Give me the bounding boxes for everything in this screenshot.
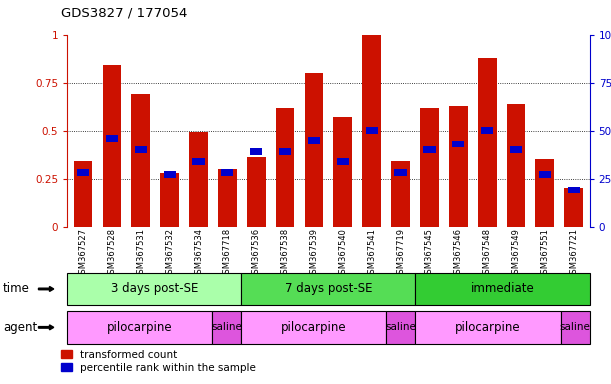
Bar [308, 137, 320, 144]
Bar [74, 161, 92, 227]
Bar [362, 35, 381, 227]
Bar [415, 273, 590, 305]
Bar [510, 146, 522, 153]
Text: GDS3827 / 177054: GDS3827 / 177054 [61, 6, 188, 19]
Bar [279, 148, 291, 155]
Text: time: time [3, 283, 30, 295]
Bar [568, 187, 580, 194]
Text: saline: saline [211, 322, 243, 333]
Bar [241, 273, 415, 305]
Text: pilocarpine: pilocarpine [455, 321, 521, 334]
Bar [241, 311, 386, 344]
Bar [305, 73, 323, 227]
Bar [386, 311, 415, 344]
Legend: transformed count, percentile rank within the sample: transformed count, percentile rank withi… [57, 346, 260, 377]
Bar [334, 117, 352, 227]
Bar [164, 171, 176, 178]
Bar [420, 108, 439, 227]
Text: saline: saline [386, 322, 417, 333]
Bar [247, 157, 266, 227]
Bar [67, 311, 213, 344]
Bar [103, 65, 122, 227]
Bar [365, 127, 378, 134]
Bar [189, 132, 208, 227]
Bar [561, 311, 590, 344]
Text: 7 days post-SE: 7 days post-SE [285, 283, 372, 295]
Text: 3 days post-SE: 3 days post-SE [111, 283, 198, 295]
Bar [192, 158, 205, 165]
Bar [478, 58, 497, 227]
Bar [276, 108, 295, 227]
Bar [131, 94, 150, 227]
Bar [337, 158, 349, 165]
Text: pilocarpine: pilocarpine [281, 321, 346, 334]
Bar [452, 141, 464, 147]
Bar [213, 311, 241, 344]
Bar [481, 127, 493, 134]
Bar [449, 106, 467, 227]
Bar [160, 173, 179, 227]
Text: agent: agent [3, 321, 37, 334]
Bar [250, 148, 262, 155]
Bar [539, 171, 551, 178]
Text: pilocarpine: pilocarpine [107, 321, 172, 334]
Bar [77, 169, 89, 176]
Bar [423, 146, 436, 153]
Bar [391, 161, 410, 227]
Bar [415, 311, 561, 344]
Bar [67, 273, 241, 305]
Bar [221, 169, 233, 176]
Bar [395, 169, 407, 176]
Bar [218, 169, 237, 227]
Bar [106, 135, 118, 142]
Bar [565, 188, 583, 227]
Bar [507, 104, 525, 227]
Text: saline: saline [560, 322, 591, 333]
Text: immediate: immediate [470, 283, 535, 295]
Bar [535, 159, 554, 227]
Bar [134, 146, 147, 153]
